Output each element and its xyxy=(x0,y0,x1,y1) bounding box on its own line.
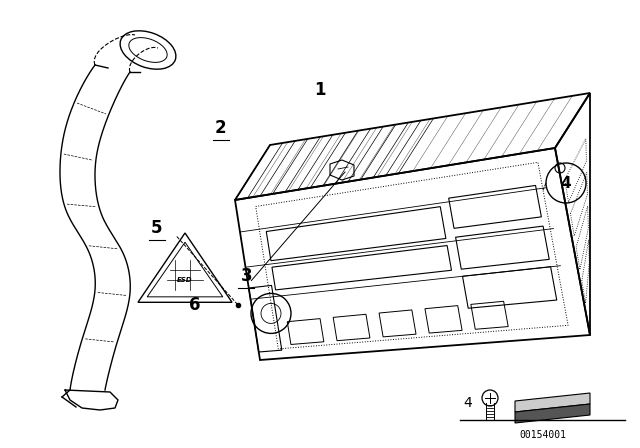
Text: ESD: ESD xyxy=(177,277,193,283)
Text: 4: 4 xyxy=(463,396,472,410)
Text: 3: 3 xyxy=(241,267,252,284)
Polygon shape xyxy=(515,393,590,412)
Text: 1: 1 xyxy=(314,81,326,99)
Polygon shape xyxy=(515,404,590,423)
Text: 2: 2 xyxy=(215,119,227,137)
Text: 4: 4 xyxy=(561,176,572,190)
Text: 6: 6 xyxy=(189,296,201,314)
Text: 5: 5 xyxy=(151,220,163,237)
Text: 00154001: 00154001 xyxy=(520,430,566,440)
